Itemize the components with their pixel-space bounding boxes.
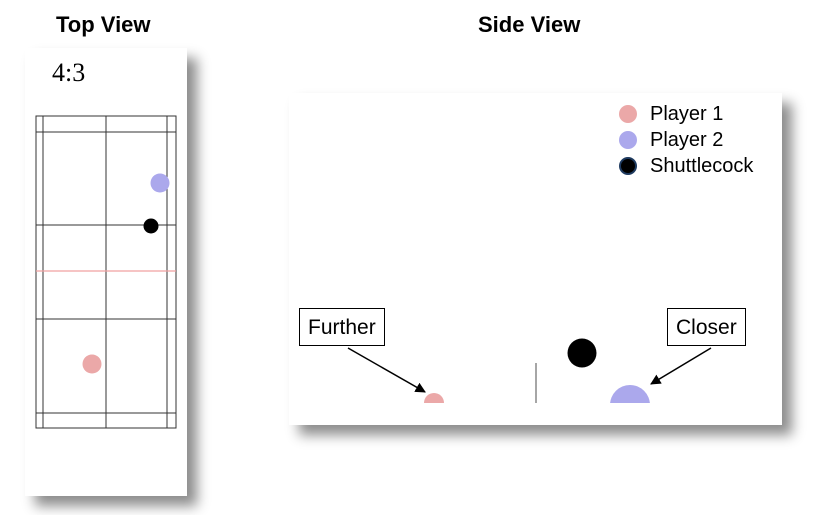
- shuttlecock-marker-side: [567, 338, 597, 368]
- player1-marker-top: [82, 354, 102, 374]
- top-view-title: Top View: [56, 12, 151, 37]
- legend-label-shuttlecock: Shuttlecock: [650, 154, 754, 177]
- shuttlecock-marker-top: [143, 218, 159, 234]
- player1-swatch: [619, 105, 637, 123]
- legend-label-player1: Player 1: [650, 102, 724, 125]
- side-view-panel: Player 1 Player 2 Shuttlecock: [289, 93, 782, 425]
- legend-item-player1: Player 1: [619, 101, 753, 127]
- player1-marker-side: [424, 393, 444, 403]
- court-lines: [35, 115, 177, 429]
- legend: Player 1 Player 2 Shuttlecock: [619, 101, 753, 179]
- legend-item-player2: Player 2: [619, 127, 753, 153]
- score-label: 4:3: [52, 58, 86, 87]
- side-view-diagram: [424, 338, 650, 403]
- player2-marker-side: [610, 385, 650, 403]
- court-diagram: [35, 115, 177, 429]
- top-view-panel: 4:3: [25, 48, 187, 496]
- legend-item-shuttlecock: Shuttlecock: [619, 153, 753, 179]
- legend-label-player2: Player 2: [650, 128, 724, 151]
- player2-swatch: [619, 131, 637, 149]
- closer-callout: Closer: [667, 308, 746, 346]
- further-callout: Further: [299, 308, 385, 346]
- shuttlecock-swatch: [619, 157, 637, 175]
- player2-marker-top: [150, 173, 170, 193]
- side-view-title: Side View: [478, 12, 581, 37]
